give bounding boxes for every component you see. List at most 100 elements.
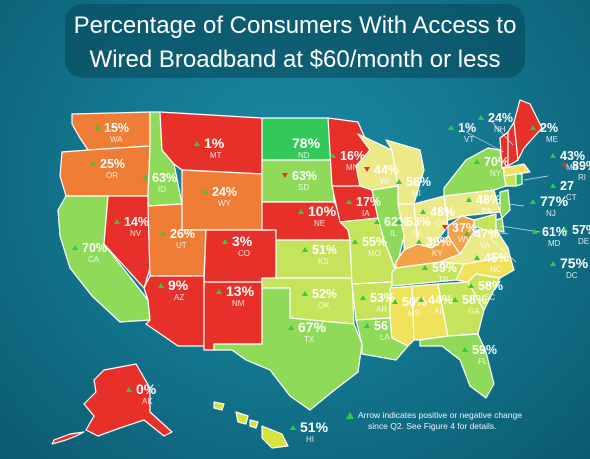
state-abbr: HI — [306, 435, 314, 444]
state-label-mt: 1%MT — [194, 135, 225, 160]
state-abbr: UT — [176, 241, 187, 250]
state-pct: 63% — [152, 171, 177, 185]
state-label-pa: 48%PA — [466, 193, 501, 216]
state-label-mo: 55%MO — [352, 235, 387, 258]
note-arrow-icon — [346, 412, 354, 419]
title-line-1: Percentage of Consumers With Access to — [73, 12, 517, 39]
state-shape-nj — [499, 189, 511, 219]
arrow-up-icon — [302, 247, 308, 252]
state-abbr: NJ — [546, 209, 556, 218]
state-shape-md — [473, 213, 497, 233]
state-pct: 51% — [300, 419, 329, 435]
state-pct: 47% — [474, 227, 499, 241]
state-abbr: DC — [566, 271, 578, 280]
title-line-2: Wired Broadband at $60/month or less — [89, 46, 501, 73]
state-abbr: VT — [464, 135, 474, 144]
state-abbr: MA — [566, 163, 579, 172]
state-pct: 62% — [384, 215, 409, 229]
state-label-co: 3%CO — [222, 233, 253, 258]
state-label-mn: 16%MN — [330, 149, 365, 172]
state-label-ks: 51%KS — [302, 243, 337, 266]
arrow-down-icon — [282, 173, 288, 178]
state-pct: 25% — [100, 157, 125, 171]
state-abbr: WY — [218, 199, 232, 208]
state-pct: 56 — [374, 319, 388, 333]
state-pct: 67% — [298, 319, 327, 335]
arrow-up-icon — [416, 239, 422, 244]
state-pct: 51% — [312, 243, 337, 257]
arrow-up-icon — [72, 245, 78, 250]
state-pct: 58% — [478, 279, 503, 293]
state-abbr: ID — [158, 185, 166, 194]
state-label-tn: 59%TN — [422, 261, 457, 284]
state-pct: 0% — [136, 381, 157, 397]
state-pct: 45% — [484, 251, 509, 265]
state-pct: 27 — [560, 179, 574, 193]
state-shape-fl — [419, 333, 495, 399]
state-label-oh: 48%OH — [420, 205, 455, 228]
state-pct: 55% — [362, 235, 387, 249]
arrow-up-icon — [532, 229, 538, 234]
state-label-nc: 45%NC — [474, 251, 509, 274]
arrow-up-icon — [352, 239, 358, 244]
state-pct: 16% — [340, 149, 365, 163]
arrow-up-icon — [360, 295, 366, 300]
state-shape-hi4 — [249, 419, 259, 429]
arrow-up-icon — [396, 219, 402, 224]
arrow-up-icon — [194, 141, 200, 146]
arrow-up-icon — [202, 189, 208, 194]
state-abbr: SD — [298, 183, 309, 192]
state-pct: 56% — [406, 175, 431, 189]
state-pct: 14% — [124, 215, 149, 229]
arrow-up-icon — [346, 199, 352, 204]
state-label-ok: 52%OK — [302, 287, 337, 310]
state-abbr: NH — [494, 125, 506, 134]
state-label-wv: 37%WV — [442, 221, 477, 244]
arrow-up-icon — [466, 197, 472, 202]
state-pct: 9% — [168, 277, 189, 293]
state-abbr: TN — [438, 275, 449, 284]
state-shape-ak — [83, 363, 173, 437]
arrow-up-icon — [474, 159, 480, 164]
state-label-ri: 89%RI — [562, 159, 590, 182]
state-pct: 39% — [426, 235, 451, 249]
arrow-up-icon — [298, 209, 304, 214]
title-panel: Percentage of Consumers With Access to W… — [65, 4, 525, 78]
state-abbr: IL — [390, 229, 397, 238]
state-pct: 70% — [484, 155, 509, 169]
state-pct: 44% — [374, 163, 399, 177]
arrow-up-icon — [290, 425, 296, 430]
arrow-up-icon — [160, 231, 166, 236]
state-abbr: AL — [434, 307, 444, 316]
arrow-up-icon — [330, 153, 336, 158]
state-abbr: IN — [412, 229, 420, 238]
arrow-up-icon — [530, 125, 536, 130]
arrow-up-icon — [142, 175, 148, 180]
state-label-or: 25%OR — [90, 157, 125, 180]
state-label-de: 57%DE — [562, 223, 590, 246]
state-pct: 24% — [212, 185, 237, 199]
state-label-ne: 10%NE — [298, 203, 337, 228]
state-pct: 2% — [540, 121, 558, 135]
state-abbr: CO — [238, 249, 250, 258]
state-abbr: DE — [578, 237, 589, 246]
state-pct: 37% — [452, 221, 477, 235]
state-label-mi: 56%MI — [396, 175, 431, 198]
state-shape-or — [59, 145, 151, 197]
arrow-up-icon — [418, 297, 424, 302]
state-abbr: OK — [318, 301, 330, 310]
note-line-2: since Q2. See Figure 4 for details. — [368, 421, 497, 431]
state-label-nv: 14%NV — [114, 215, 149, 238]
state-label-ar: 53%AR — [360, 291, 395, 314]
state-shape-oh — [413, 195, 449, 249]
state-shape-ga — [437, 281, 485, 337]
arrow-up-icon — [550, 153, 556, 158]
state-label-vt: 1%VT — [448, 121, 476, 144]
state-pct: 17% — [356, 195, 381, 209]
state-abbr: KS — [318, 257, 329, 266]
state-shape-me — [513, 99, 543, 161]
arrow-up-icon — [468, 283, 474, 288]
state-pct: 63% — [292, 169, 317, 183]
